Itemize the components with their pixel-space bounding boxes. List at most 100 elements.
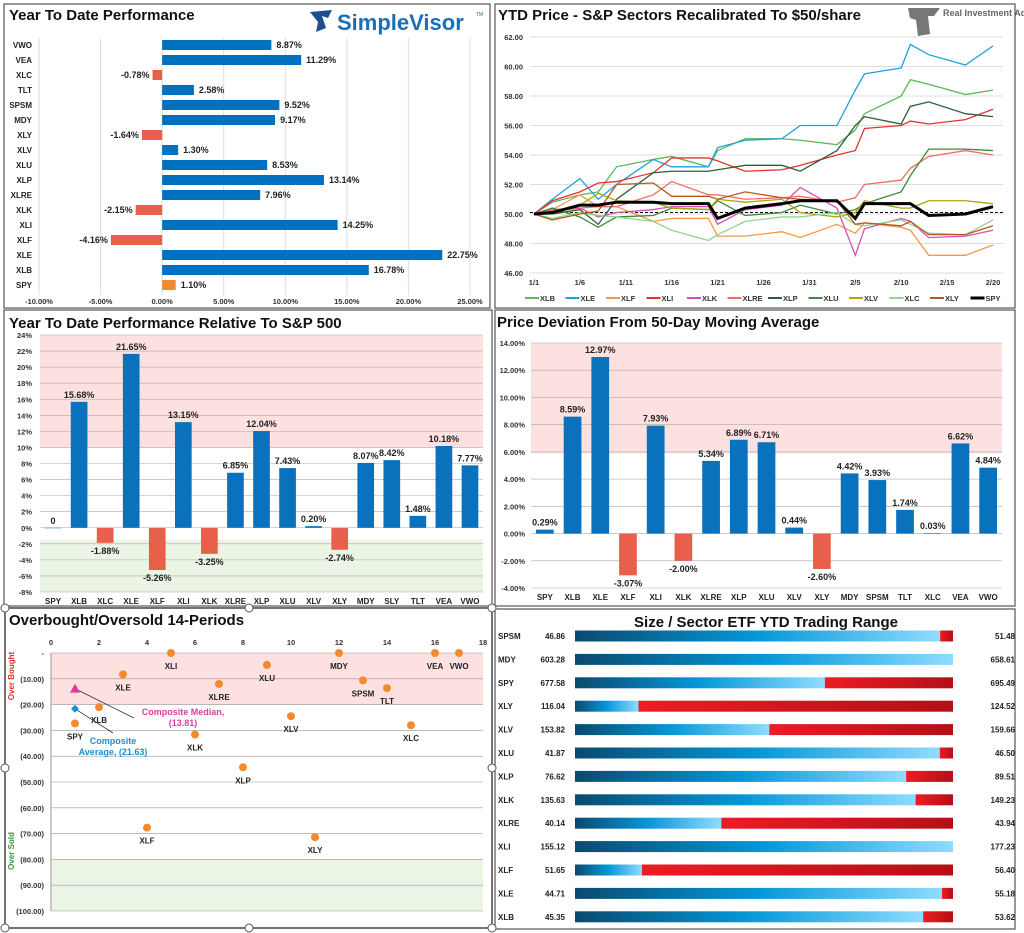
range-bar-remaining-xlv — [769, 724, 953, 736]
range-high: 124.52 — [991, 702, 1016, 711]
bar-tlt — [409, 515, 427, 528]
bar-xlu — [162, 160, 268, 170]
value-label: -0.78% — [121, 70, 150, 80]
resize-handle[interactable] — [487, 763, 497, 773]
category-label: XLY — [332, 597, 347, 606]
logo-text: Real Investment Advice — [943, 8, 1024, 18]
range-bar-remaining-spsm — [940, 630, 953, 642]
y-tick-label: 4% — [21, 492, 32, 501]
value-label: 13.15% — [168, 410, 199, 420]
value-label: 15.68% — [64, 390, 95, 400]
range-low: 76.62 — [545, 772, 566, 781]
simplevisor-logo: SimpleVisor TM — [310, 10, 483, 35]
bar-xlf — [148, 527, 166, 570]
value-label: 4.84% — [975, 456, 1001, 466]
category-label: XLC — [925, 593, 941, 602]
point-label: XLRE — [208, 693, 230, 702]
point-xlv — [287, 712, 295, 721]
y-tick-label: 12.00% — [500, 366, 526, 375]
range-bar-position-xlre — [575, 817, 722, 829]
series-line-xlk — [533, 186, 994, 258]
overbought-zone — [531, 343, 1002, 454]
eagle-icon — [310, 10, 332, 32]
selection-handles[interactable] — [0, 603, 497, 933]
category-label: TLT — [18, 86, 32, 95]
value-label: 4.42% — [837, 461, 863, 471]
resize-handle[interactable] — [244, 603, 254, 613]
composite-median-marker — [70, 683, 80, 693]
y-tick-label: 12% — [17, 427, 32, 436]
resize-handle[interactable] — [487, 603, 497, 613]
value-label: -2.74% — [325, 553, 354, 563]
category-label: XLI — [177, 597, 189, 606]
y-tick-label: (100.00) — [16, 907, 44, 916]
bar-xlp — [162, 175, 324, 185]
category-label: XLK — [201, 597, 217, 606]
range-bar-position-xlk — [575, 794, 916, 806]
y-tick-label: (60.00) — [20, 804, 44, 813]
category-label: VEA — [16, 56, 33, 65]
range-low: 116.04 — [541, 702, 566, 711]
category-label: VEA — [436, 597, 453, 606]
relative-chart: -8% -6% -4% -2% 0% 2% 4% 6% 8% 10% 12% 14% 16% 18% 20%… — [17, 331, 483, 606]
panel-deviation-frame — [494, 309, 1016, 607]
legend-label: SPY — [986, 294, 1001, 303]
ticker-label: XLRE — [498, 819, 520, 828]
resize-handle[interactable] — [0, 603, 10, 613]
resize-handle[interactable] — [0, 763, 10, 773]
resize-handle[interactable] — [487, 923, 497, 933]
y-tick-label: 2% — [21, 508, 32, 517]
bar-xlk — [201, 527, 218, 554]
real-investment-advice-logo: Real Investment Advice — [908, 8, 1024, 36]
value-label: 12.04% — [246, 419, 277, 429]
category-label: TLT — [411, 597, 425, 606]
y-tick-label: 50.00 — [504, 210, 523, 219]
range-bar-position-xli — [575, 841, 953, 853]
x-tick-label: 1/6 — [575, 278, 585, 287]
point-mdy — [335, 649, 343, 657]
x-tick-label: 18 — [479, 638, 487, 647]
range-low: 135.63 — [541, 796, 566, 805]
legend-label: XLP — [783, 294, 798, 303]
point-xlp — [239, 763, 247, 772]
category-label: XLV — [306, 597, 322, 606]
x-tick-label: 10 — [287, 638, 295, 647]
ticker-label: SPSM — [498, 632, 521, 641]
composite-median-value: (13.81) — [169, 718, 198, 728]
range-bar-position-xlu — [575, 747, 940, 759]
x-tick-label: 0.00% — [152, 297, 174, 306]
value-label: 12.97% — [585, 345, 616, 355]
y-tick-label: 14.00% — [500, 339, 526, 348]
y-tick-label: (80.00) — [20, 855, 44, 864]
value-label: 6.89% — [726, 428, 752, 438]
y-tick-label: 14% — [17, 411, 32, 420]
resize-handle[interactable] — [0, 923, 10, 933]
point-label: XLI — [165, 662, 177, 671]
point-xlf — [143, 823, 151, 832]
category-label: SPSM — [866, 593, 889, 602]
y-tick-label: - — [42, 649, 45, 658]
range-high: 43.94 — [995, 819, 1016, 828]
resize-handle[interactable] — [244, 923, 254, 933]
y-tick-label: (50.00) — [20, 778, 44, 787]
point-spy — [71, 719, 79, 728]
x-tick-label: 2 — [97, 638, 101, 647]
composite-average-label: Composite — [90, 736, 137, 746]
bar-mdy — [840, 473, 859, 534]
bar-spy — [44, 527, 62, 529]
bar-xlf — [619, 533, 637, 576]
x-tick-label: 2/5 — [850, 278, 860, 287]
value-label: -2.00% — [669, 564, 698, 574]
eagle-head-icon — [908, 8, 940, 36]
category-label: VEA — [952, 593, 969, 602]
series-line-xli — [533, 108, 994, 215]
value-label: 16.78% — [374, 265, 405, 275]
range-low: 153.82 — [541, 726, 566, 735]
average-leader-line — [74, 708, 114, 734]
y-tick-label: (30.00) — [20, 726, 44, 735]
composite-average-value: Average, (21.63) — [79, 747, 148, 757]
value-label: 1.74% — [892, 498, 918, 508]
category-label: SLY — [384, 597, 399, 606]
range-bar-position-xlb — [575, 911, 924, 923]
obos-scatter: - (10.00) (20.00) (30.00) (40.00) (50.00) (60.… — [16, 638, 487, 916]
